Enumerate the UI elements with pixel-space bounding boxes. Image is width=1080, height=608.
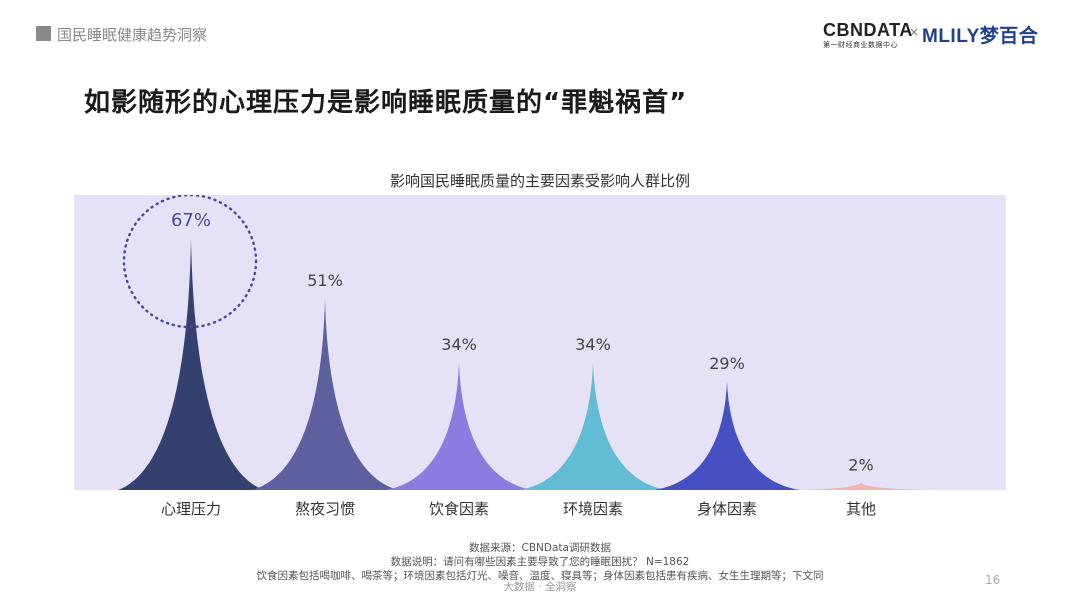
page-title: 如影随形的心理压力是影响睡眠质量的“罪魁祸首” — [84, 88, 688, 118]
footer-brand: 大数据 · 全洞察 — [503, 581, 577, 593]
highlight-dotted-circle — [122, 195, 258, 329]
value-label-4: 34% — [575, 335, 611, 354]
value-label-2: 51% — [307, 271, 343, 290]
spike-5 — [654, 380, 800, 490]
cbndata-logo: CBNDATA — [823, 20, 913, 40]
mlily-logo: MLILY梦百合 — [922, 26, 1039, 47]
chart-plot-background — [74, 195, 1006, 490]
spike-6 — [788, 482, 934, 490]
spike-1 — [118, 238, 264, 490]
category-label-6: 其他 — [846, 500, 876, 518]
chart-title: 影响国民睡眠质量的主要因素受影响人群比例 — [389, 172, 690, 190]
category-label-4: 环境因素 — [563, 500, 623, 518]
value-label-3: 34% — [441, 335, 477, 354]
category-label-3: 饮食因素 — [429, 500, 489, 518]
spike-2 — [252, 298, 398, 490]
spike-4 — [520, 362, 666, 490]
footer-detail: 饮食因素包括喝咖啡、喝茶等；环境因素包括灯光、噪音、温度、寝具等；身体因素包括患… — [256, 570, 824, 582]
logo-separator: × — [909, 25, 920, 39]
footer-source: 数据来源：CBNData调研数据 — [469, 542, 611, 554]
value-label-6: 2% — [848, 455, 873, 474]
page-number: 16 — [985, 573, 1001, 587]
spike-3 — [386, 362, 532, 490]
chart-container: 67% 心理压力 51% 熬夜习惯 34% 饮食因素 34% 环境因素 29% 身体因素 2% 其他 — [74, 195, 1006, 518]
header-marker — [36, 26, 51, 41]
value-label-1: 67% — [171, 210, 211, 231]
category-label-2: 熬夜习惯 — [295, 500, 355, 518]
cbndata-logo-subtitle: 第一财经商业数据中心 — [823, 41, 898, 49]
report-title: 国民睡眠健康趋势洞察 — [57, 26, 208, 44]
chart-svg: 67% 心理压力 51% 熬夜习惯 34% 饮食因素 34% 环境因素 29% 身体因素 2% 其他 — [74, 195, 1006, 518]
footer-note: 数据说明：请问有哪些因素主要导致了您的睡眠困扰？ N=1862 — [390, 556, 690, 568]
category-label-1: 心理压力 — [161, 500, 221, 518]
category-label-5: 身体因素 — [697, 500, 757, 518]
value-label-5: 29% — [709, 354, 745, 373]
